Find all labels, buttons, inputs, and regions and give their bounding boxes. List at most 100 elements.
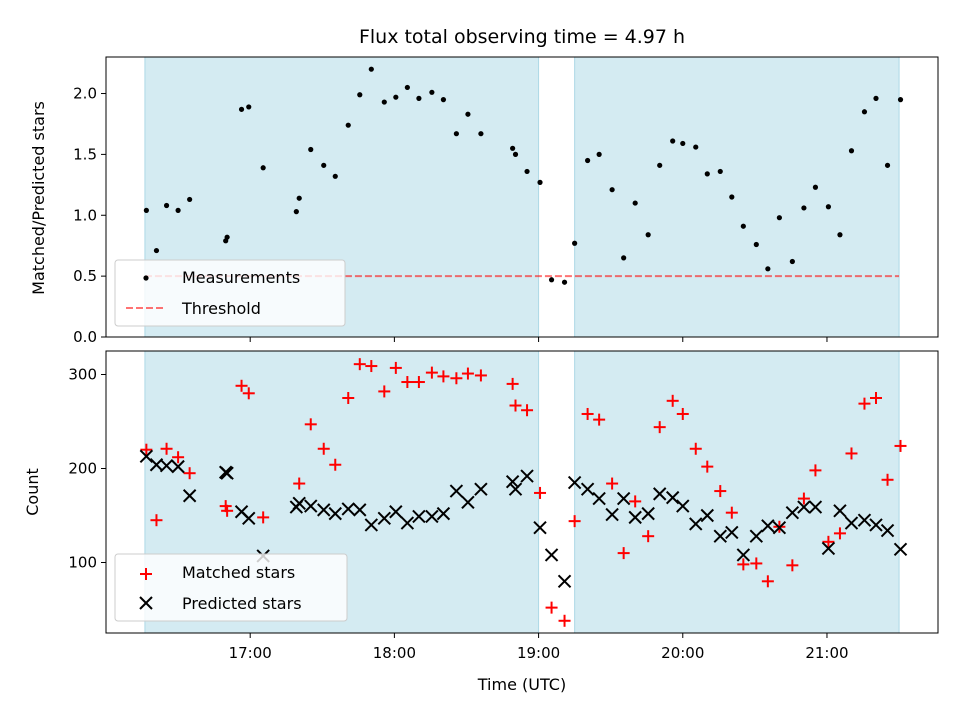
measurement-point [465, 111, 471, 117]
matched-star-point [833, 527, 846, 540]
legend-matched-marker [140, 568, 152, 580]
matched-star-point [701, 460, 714, 473]
matched-star-point [666, 394, 679, 407]
top-shaded-bands [144, 56, 900, 338]
matched-star-point [786, 559, 799, 572]
measurement-point [296, 195, 302, 201]
predicted-star-x-b [389, 505, 403, 519]
predicted-star-x-b [749, 529, 764, 543]
matched-star-points [140, 358, 907, 627]
measurement-point [429, 89, 435, 95]
measurement-point [776, 215, 782, 221]
measurement-point [897, 97, 904, 103]
measurement-point [381, 99, 387, 105]
matched-star-point [329, 458, 342, 471]
matched-star-point [521, 404, 534, 417]
x-tick-label: 21:00 [805, 644, 848, 662]
predicted-star-x-b [797, 500, 811, 514]
matched-star-point [160, 442, 173, 455]
predicted-star-x-b [736, 548, 751, 562]
matched-star-point [221, 504, 234, 517]
bottom-legend-box [114, 553, 348, 622]
predicted-star-point [665, 490, 680, 505]
predicted-star-x-b [425, 509, 439, 524]
predicted-star-point [713, 529, 727, 543]
predicted-star-point [520, 469, 534, 483]
predicted-star-point [533, 521, 547, 535]
measurement-point [238, 106, 245, 112]
predicted-star-point [328, 506, 342, 521]
measurement-point [163, 202, 170, 209]
bottom-y-ticks: 100 200 300 [68, 366, 106, 572]
measurement-point [873, 95, 879, 101]
matched-star-point [461, 367, 474, 380]
predicted-star-x-b [159, 458, 174, 473]
predicted-star-point [508, 482, 523, 496]
y-tick-label: 300 [68, 366, 97, 384]
measurement-point [368, 66, 374, 72]
predicted-star-x-b [772, 521, 787, 535]
predicted-star-x-b [400, 516, 415, 530]
predicted-star-x-b [505, 474, 520, 489]
measurement-point [848, 148, 855, 154]
y-tick-label: 0.0 [73, 328, 97, 346]
matched-star-point [894, 439, 907, 452]
predicted-star-point [317, 503, 331, 517]
predicted-star-x-b [580, 482, 595, 496]
predicted-star-x-b [616, 491, 631, 506]
measurement-point [884, 162, 891, 168]
measurement-point [260, 165, 266, 171]
matched-star-point [353, 358, 366, 371]
predicted-star-x-b [508, 482, 523, 496]
measurement-point [153, 247, 160, 254]
measurement-point [332, 173, 338, 179]
predicted-star-point [616, 491, 631, 506]
measurement-point [704, 171, 710, 177]
predicted-star-point [412, 509, 426, 524]
measurement-point [524, 168, 530, 175]
predicted-star-point [808, 500, 823, 514]
predicted-star-point [557, 574, 572, 589]
matched-star-point [750, 557, 763, 570]
predicted-star-x-b [665, 490, 680, 505]
measurement-point [548, 277, 555, 283]
bottom-x-ticks: 17:00 18:00 19:00 20:00 21:00 [229, 633, 849, 662]
predicted-star-point [797, 500, 811, 514]
legend-measurements-label: Measurements [182, 268, 300, 287]
predicted-star-x-b [893, 542, 908, 557]
predicted-star-x-b [821, 541, 836, 556]
matched-star-point [425, 366, 438, 379]
predicted-star-point [304, 499, 318, 513]
predicted-star-x-b [182, 489, 197, 503]
measurement-point [693, 144, 699, 150]
predicted-star-x-b [412, 509, 426, 524]
predicted-star-point [377, 511, 392, 526]
predicted-star-x-b [317, 503, 331, 517]
x-axis-label: Time (UTC) [477, 675, 566, 694]
measurement-point [293, 209, 299, 215]
predicted-star-point [389, 505, 403, 519]
top-panel: 0.00.51.01.52.0 Matched/Predicted stars … [29, 56, 939, 346]
measurement-point [187, 196, 193, 203]
matched-star-point [242, 387, 255, 400]
measurement-point [537, 179, 543, 185]
matched-star-point [858, 397, 871, 410]
measurement-point [657, 162, 663, 168]
predicted-star-x-b [377, 511, 392, 526]
x-tick-label: 17:00 [229, 644, 272, 662]
predicted-star-x-b [808, 500, 823, 514]
matched-star-point [389, 361, 402, 374]
measurement-point [740, 223, 746, 229]
measurement-point [621, 255, 627, 261]
predicted-star-point [652, 487, 667, 501]
matched-star-point [183, 467, 196, 480]
matched-star-point [150, 514, 163, 527]
predicted-star-x-b [353, 503, 367, 517]
top-x-ticks [249, 337, 828, 342]
top-y-ticks: 0.0 0.5 1.0 1.5 2.0 [73, 85, 106, 346]
bottom-y-axis-label: Count [23, 468, 42, 516]
predicted-star-x-b [857, 513, 872, 527]
matched-star-point [378, 385, 391, 398]
matched-star-point [653, 421, 666, 434]
